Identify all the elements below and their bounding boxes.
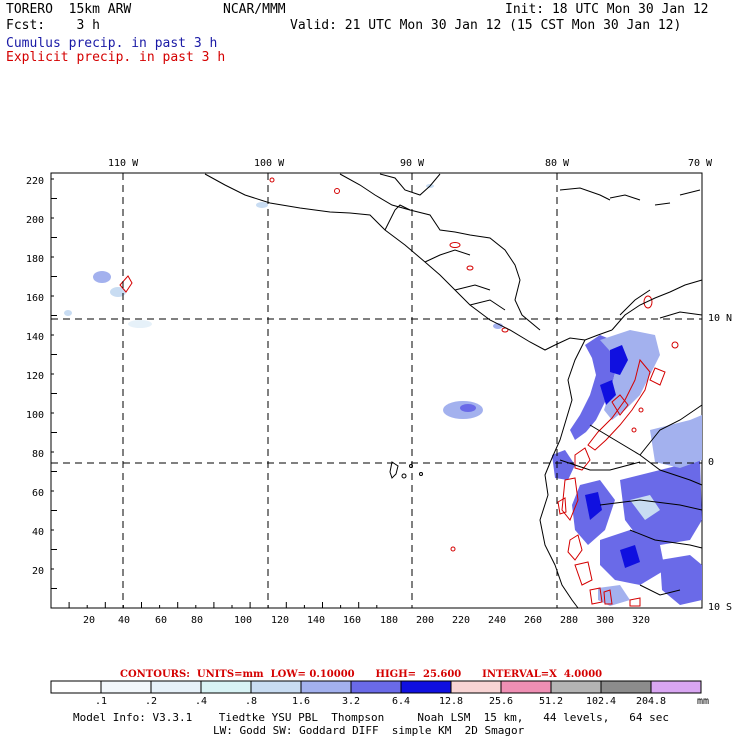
init-time: Init: 18 UTC Mon 30 Jan 12 <box>505 2 709 17</box>
colorbar-label: 1.6 <box>291 696 311 707</box>
colorbar-swatch <box>600 680 652 694</box>
x-tick-label: 20 <box>83 615 96 626</box>
x-tick-label: 200 <box>416 615 435 626</box>
colorbar-label: 51.2 <box>538 696 564 707</box>
lon-label-100w: 100 W <box>254 158 285 169</box>
y-tick-label: 60 <box>32 488 45 499</box>
lat-label-10n: 10 N <box>708 313 733 324</box>
colorbar-swatch <box>500 680 552 694</box>
graticule <box>51 173 702 608</box>
x-tick-label: 140 <box>307 615 326 626</box>
y-tick-label: 220 <box>26 176 45 187</box>
y-tick-label: 20 <box>32 566 45 577</box>
colorbar-swatch <box>550 680 602 694</box>
explicit-precip-legend: Explicit precip. in past 3 h <box>6 50 226 65</box>
colorbar-label: 12.8 <box>438 696 464 707</box>
x-tick-label: 100 <box>234 615 253 626</box>
colorbar-label: 204.8 <box>635 696 667 707</box>
colorbar-swatch <box>100 680 152 694</box>
colorbar-swatch <box>50 680 102 694</box>
physics-info: LW: Godd SW: Goddard DIFF simple KM 2D S… <box>213 724 525 737</box>
x-tick-label: 220 <box>452 615 471 626</box>
lon-label-70w: 70 W <box>688 158 713 169</box>
colorbar-swatch <box>300 680 352 694</box>
y-tick-label: 100 <box>26 410 45 421</box>
colorbar <box>50 680 702 694</box>
colorbar-swatch <box>200 680 252 694</box>
colorbar-swatch <box>150 680 202 694</box>
y-tick-label: 120 <box>26 371 45 382</box>
model-info: Model Info: V3.3.1 Tiedtke YSU PBL Thomp… <box>73 711 670 724</box>
colorbar-label: .4 <box>194 696 208 707</box>
x-tick-label: 260 <box>524 615 543 626</box>
lon-label-80w: 80 W <box>545 158 570 169</box>
colorbar-swatch <box>450 680 502 694</box>
x-tick-label: 80 <box>191 615 204 626</box>
colorbar-label: 3.2 <box>341 696 361 707</box>
colorbar-label: 6.4 <box>391 696 411 707</box>
lon-label-110w: 110 W <box>108 158 139 169</box>
x-tick-label: 300 <box>596 615 615 626</box>
colorbar-label: 25.6 <box>488 696 514 707</box>
colorbar-swatch <box>250 680 302 694</box>
cumulus-precip-legend: Cumulus precip. in past 3 h <box>6 36 218 51</box>
colorbar-swatch <box>650 680 702 694</box>
x-tick-label: 160 <box>343 615 362 626</box>
colorbar-label: 102.4 <box>585 696 617 707</box>
x-tick-label: 120 <box>271 615 290 626</box>
x-tick-label: 60 <box>155 615 168 626</box>
y-tick-label: 140 <box>26 332 45 343</box>
contour-info: CONTOURS: UNITS=mm LOW= 0.10000 HIGH= 25… <box>120 669 603 680</box>
cumulus-precip-areas <box>64 184 702 606</box>
x-tick-label: 240 <box>488 615 507 626</box>
lat-label-10s: 10 S <box>708 602 733 613</box>
explicit-precip-contours <box>119 177 679 607</box>
coastlines <box>204 173 703 609</box>
colorbar-swatch <box>400 680 452 694</box>
x-tick-label: 40 <box>118 615 131 626</box>
y-tick-label: 200 <box>26 215 45 226</box>
colorbar-label: .1 <box>94 696 108 707</box>
institution-label: NCAR/MMM <box>223 2 286 17</box>
y-tick-label: 40 <box>32 527 45 538</box>
x-tick-label: 280 <box>560 615 579 626</box>
y-tick-label: 180 <box>26 254 45 265</box>
forecast-hour: Fcst: 3 h <box>6 18 100 33</box>
colorbar-unit: mm <box>697 696 710 707</box>
y-tick-label: 160 <box>26 293 45 304</box>
x-tick-label: 180 <box>380 615 399 626</box>
lat-label-0: 0 <box>708 457 715 468</box>
y-tick-label: 80 <box>32 449 45 460</box>
colorbar-swatch <box>350 680 402 694</box>
colorbar-label: .8 <box>244 696 258 707</box>
valid-time: Valid: 21 UTC Mon 30 Jan 12 (15 CST Mon … <box>290 18 682 33</box>
model-title: TORERO 15km ARW <box>6 2 132 17</box>
axis-ticks <box>50 178 378 609</box>
colorbar-label: .2 <box>144 696 158 707</box>
lon-label-90w: 90 W <box>400 158 425 169</box>
x-tick-label: 320 <box>632 615 651 626</box>
